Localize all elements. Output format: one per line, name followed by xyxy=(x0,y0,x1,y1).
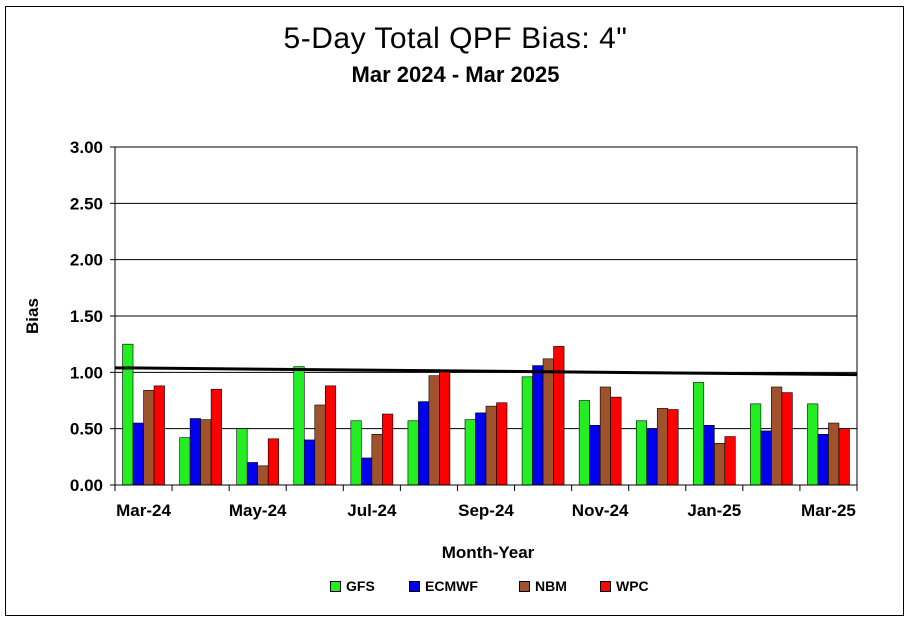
chart-subtitle: Mar 2024 - Mar 2025 xyxy=(351,62,560,87)
bar-nbm xyxy=(257,465,269,486)
bar-nbm xyxy=(485,405,497,486)
y-tick-label: 0.50 xyxy=(70,420,103,439)
y-tick-label: 2.00 xyxy=(70,251,103,270)
x-tick-label: May-24 xyxy=(229,501,287,520)
bar-ecmwf xyxy=(817,433,829,486)
legend-label: WPC xyxy=(616,578,649,594)
bar-ecmwf xyxy=(361,457,373,486)
bar-ecmwf xyxy=(303,439,316,486)
bar-ecmwf xyxy=(532,365,544,486)
bar-nbm xyxy=(314,404,326,486)
bar-ecmwf xyxy=(246,462,258,486)
bar-wpc xyxy=(267,438,279,486)
bar-wpc xyxy=(838,428,850,486)
bar-wpc xyxy=(781,392,793,486)
bar-wpc xyxy=(439,369,451,486)
bar-gfs xyxy=(293,366,305,486)
x-tick-label: Nov-24 xyxy=(572,501,629,520)
x-tick-label: Jan-25 xyxy=(687,501,741,520)
bar-gfs xyxy=(407,420,419,486)
bar-ecmwf xyxy=(189,418,201,486)
bar-gfs xyxy=(807,403,819,486)
legend-swatch xyxy=(519,580,530,592)
bar-gfs xyxy=(122,343,134,486)
chart-title: 5-Day Total QPF Bias: 4" xyxy=(283,22,628,55)
x-tick-label: Jul-24 xyxy=(347,501,397,520)
y-tick-label: 1.50 xyxy=(70,307,103,326)
bar-wpc xyxy=(724,436,736,486)
bar-gfs xyxy=(635,420,648,486)
bar-ecmwf xyxy=(760,430,772,486)
bar-nbm xyxy=(200,419,212,486)
bar-nbm xyxy=(143,390,155,486)
x-tick-label: Sep-24 xyxy=(458,501,514,520)
legend-swatch xyxy=(600,580,611,592)
bar-gfs xyxy=(179,437,191,486)
bar-nbm xyxy=(599,386,611,486)
bar-ecmwf xyxy=(418,401,430,486)
y-tick-label: 1.00 xyxy=(70,363,103,382)
bar-wpc xyxy=(382,413,394,486)
x-tick-label: Mar-24 xyxy=(116,501,171,520)
bar-nbm xyxy=(771,386,783,486)
bar-nbm xyxy=(371,433,383,486)
bar-wpc xyxy=(153,385,165,486)
bar-ecmwf xyxy=(646,428,658,486)
y-tick-label: 0.00 xyxy=(70,476,103,495)
bar-wpc xyxy=(667,409,679,486)
bar-gfs xyxy=(578,400,590,486)
plot-border xyxy=(114,146,858,486)
bar-ecmwf xyxy=(132,422,144,486)
y-axis-title: Bias xyxy=(23,298,42,334)
legend-item-wpc: WPC xyxy=(600,578,649,594)
bar-gfs xyxy=(521,376,533,486)
x-axis-title: Month-Year xyxy=(442,543,535,562)
bar-ecmwf xyxy=(475,412,487,486)
bar-gfs xyxy=(464,419,476,486)
bar-gfs xyxy=(236,428,248,486)
bar-wpc xyxy=(553,346,565,486)
bar-gfs xyxy=(350,420,362,486)
bar-gfs xyxy=(693,382,705,486)
legend-swatch xyxy=(409,580,420,592)
bar-wpc xyxy=(210,388,222,486)
bar-wpc xyxy=(496,402,508,486)
reference-line xyxy=(114,366,858,377)
legend-label: NBM xyxy=(535,578,567,594)
legend-swatch xyxy=(330,580,341,592)
bar-nbm xyxy=(428,375,440,486)
bar-gfs xyxy=(750,403,762,486)
bar-nbm xyxy=(542,358,554,486)
bar-ecmwf xyxy=(589,424,601,486)
legend-item-ecmwf: ECMWF xyxy=(409,578,478,594)
y-tick-label: 3.00 xyxy=(70,138,103,157)
bar-ecmwf xyxy=(703,424,715,486)
bar-nbm xyxy=(828,422,840,486)
y-tick-label: 2.50 xyxy=(70,194,103,213)
bar-nbm xyxy=(656,408,669,486)
bar-wpc xyxy=(610,396,622,486)
legend-item-nbm: NBM xyxy=(519,578,567,594)
legend-item-gfs: GFS xyxy=(330,578,375,594)
chart-legend: GFS ECMWF NBM WPC xyxy=(0,578,911,598)
legend-label: GFS xyxy=(346,578,375,594)
bar-wpc xyxy=(324,385,337,486)
x-tick-label: Mar-25 xyxy=(801,501,856,520)
bar-nbm xyxy=(714,443,726,486)
legend-label: ECMWF xyxy=(425,578,478,594)
